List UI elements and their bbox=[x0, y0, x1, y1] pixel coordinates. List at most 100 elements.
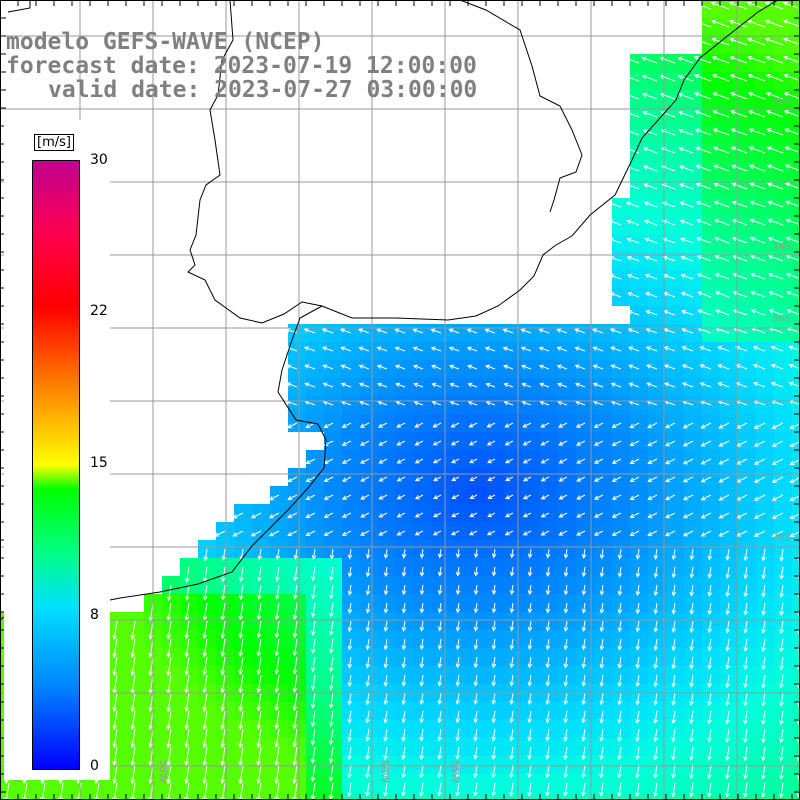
wind-arrow bbox=[664, 346, 676, 352]
wind-arrow bbox=[384, 782, 388, 796]
wind-arrow-head bbox=[538, 364, 544, 370]
wind-arrow bbox=[366, 584, 370, 595]
wind-arrow bbox=[402, 764, 406, 778]
wind-arrow-head bbox=[647, 477, 653, 483]
wind-arrow bbox=[541, 458, 550, 464]
wind-arrow bbox=[780, 620, 784, 634]
wind-arrow-head bbox=[788, 381, 794, 387]
wind-arrow bbox=[293, 782, 298, 800]
wind-arrow bbox=[287, 494, 298, 500]
wind-arrow bbox=[708, 548, 712, 560]
wind-arrow bbox=[618, 602, 622, 614]
wind-arrow bbox=[733, 273, 748, 280]
wind-arrow-head bbox=[743, 592, 749, 598]
wind-arrow bbox=[420, 656, 424, 668]
wind-arrow bbox=[306, 494, 316, 500]
wind-arrow-head bbox=[473, 754, 478, 760]
wind-arrow bbox=[487, 530, 496, 536]
wind-arrow-head bbox=[730, 146, 736, 151]
wind-arrow bbox=[701, 422, 712, 429]
wind-arrow-head bbox=[629, 423, 635, 429]
wind-arrow bbox=[521, 329, 532, 334]
wind-arrow-head bbox=[383, 773, 388, 779]
wind-arrow bbox=[467, 365, 478, 370]
wind-arrow-head bbox=[419, 608, 425, 614]
wind-arrow-head bbox=[743, 774, 748, 780]
wind-arrow bbox=[113, 782, 118, 800]
wind-arrow bbox=[744, 620, 748, 633]
wind-arrow bbox=[510, 782, 514, 796]
wind-arrow bbox=[451, 512, 460, 517]
wind-arrow bbox=[239, 602, 244, 620]
wind-arrow bbox=[594, 476, 604, 482]
wind-arrow-head bbox=[599, 572, 605, 578]
wind-arrow-head bbox=[699, 364, 705, 369]
wind-cell bbox=[792, 162, 800, 180]
wind-arrow bbox=[485, 329, 496, 334]
wind-arrow-head bbox=[527, 754, 532, 760]
wind-arrow-head bbox=[292, 779, 297, 785]
wind-arrow bbox=[306, 530, 316, 536]
wind-arrow-head bbox=[451, 512, 457, 518]
wind-arrow bbox=[185, 656, 190, 675]
wind-arrow bbox=[582, 620, 586, 632]
wind-arrow bbox=[583, 584, 586, 595]
wind-arrow-head bbox=[563, 663, 569, 669]
wind-arrow-head bbox=[274, 669, 280, 675]
wind-arrow bbox=[564, 638, 568, 650]
wind-arrow bbox=[736, 440, 748, 447]
wind-arrow-head bbox=[729, 73, 735, 79]
wind-arrow-head bbox=[383, 681, 389, 687]
wind-arrow-head bbox=[599, 663, 605, 669]
wind-arrow bbox=[322, 346, 334, 352]
wind-arrow-head bbox=[148, 653, 153, 658]
wind-arrow-head bbox=[797, 683, 800, 689]
wind-arrow bbox=[131, 746, 136, 766]
wind-arrow-head bbox=[750, 309, 756, 314]
wind-arrow-head bbox=[431, 400, 437, 406]
wind-arrow-head bbox=[455, 553, 461, 559]
wind-arrow-head bbox=[148, 671, 153, 677]
wind-arrow bbox=[754, 494, 766, 501]
wind-arrow-head bbox=[671, 719, 676, 725]
wind-arrow-head bbox=[538, 328, 544, 333]
wind-arrow bbox=[510, 746, 514, 759]
wind-arrow-head bbox=[339, 328, 345, 333]
wind-arrow-head bbox=[593, 459, 599, 464]
wind-arrow bbox=[583, 548, 586, 559]
wind-arrow bbox=[690, 620, 694, 633]
wind-arrow bbox=[600, 602, 604, 613]
wind-arrow bbox=[312, 620, 316, 635]
wind-arrow bbox=[643, 129, 658, 136]
wind-arrow-head bbox=[707, 591, 713, 597]
wind-arrow-head bbox=[635, 792, 640, 797]
wind-arrow-head bbox=[396, 459, 402, 464]
wind-arrow bbox=[736, 476, 748, 483]
wind-arrow bbox=[239, 728, 244, 748]
wind-arrow-head bbox=[725, 701, 730, 707]
wind-arrow-head bbox=[717, 363, 723, 369]
wind-arrow-head bbox=[617, 590, 623, 596]
wind-arrow bbox=[630, 494, 640, 500]
wind-arrow bbox=[665, 422, 676, 429]
wind-arrow bbox=[654, 656, 658, 669]
wind-arrow bbox=[433, 530, 442, 536]
wind-arrow bbox=[492, 710, 496, 723]
wind-arrow bbox=[420, 692, 424, 705]
wind-arrow bbox=[366, 728, 370, 741]
wind-arrow bbox=[630, 512, 640, 518]
wind-arrow bbox=[239, 746, 244, 766]
wind-arrow-head bbox=[753, 478, 759, 483]
longitude-label: 56W bbox=[379, 760, 390, 783]
wind-arrow-head bbox=[433, 494, 439, 500]
wind-arrow-head bbox=[437, 754, 442, 760]
wind-arrow-head bbox=[778, 793, 784, 799]
wind-arrow-head bbox=[743, 701, 748, 707]
wind-arrow-head bbox=[202, 595, 208, 601]
wind-cell bbox=[792, 234, 800, 252]
wind-arrow bbox=[311, 782, 316, 800]
wind-arrow bbox=[751, 327, 766, 334]
wind-arrow bbox=[342, 476, 352, 482]
wind-arrow bbox=[312, 656, 316, 672]
wind-arrow-head bbox=[635, 718, 640, 724]
